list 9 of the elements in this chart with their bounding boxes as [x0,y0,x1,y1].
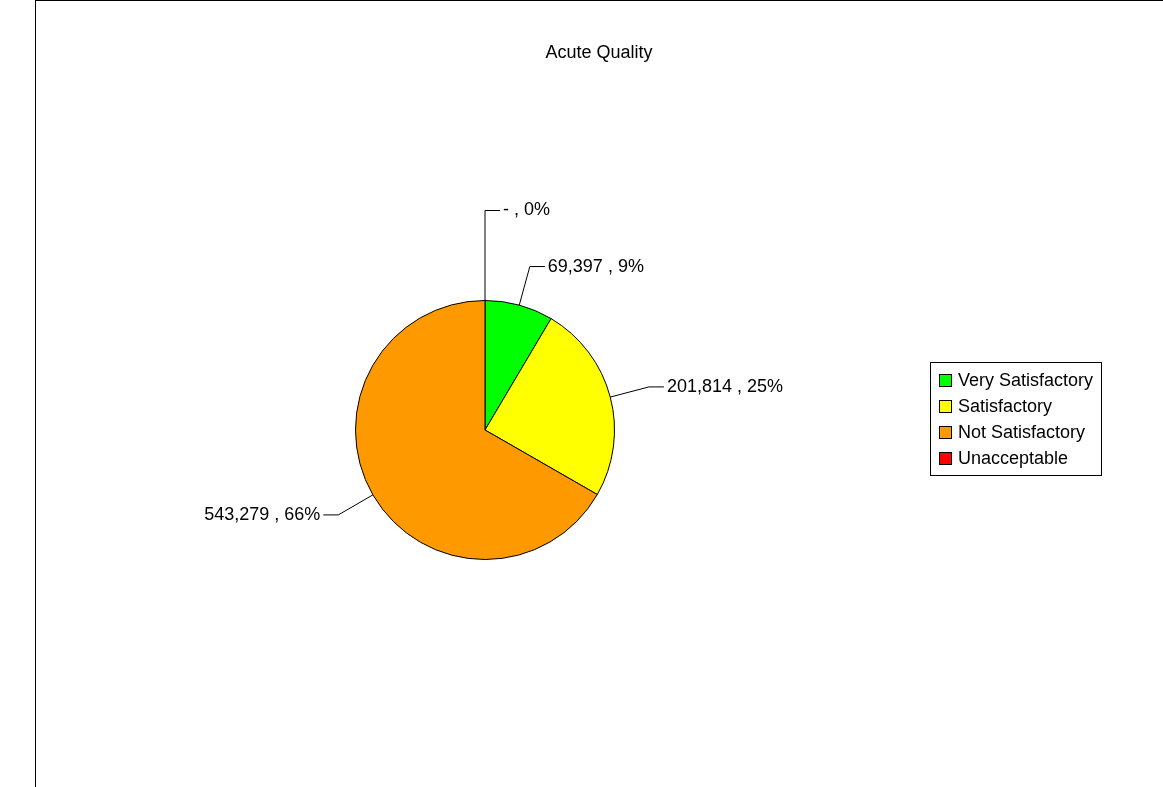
legend-label: Unacceptable [957,446,1070,470]
legend-label: Satisfactory [957,394,1054,418]
data-label: 543,279 , 66% [204,503,321,524]
chart-title: Acute Quality [544,42,654,63]
legend-label: Not Satisfactory [957,420,1087,444]
data-label: 201,814 , 25% [666,375,784,396]
data-label: 69,397 , 9% [547,255,644,276]
legend-label: Very Satisfactory [957,368,1094,392]
text: - , 0% [503,199,551,220]
